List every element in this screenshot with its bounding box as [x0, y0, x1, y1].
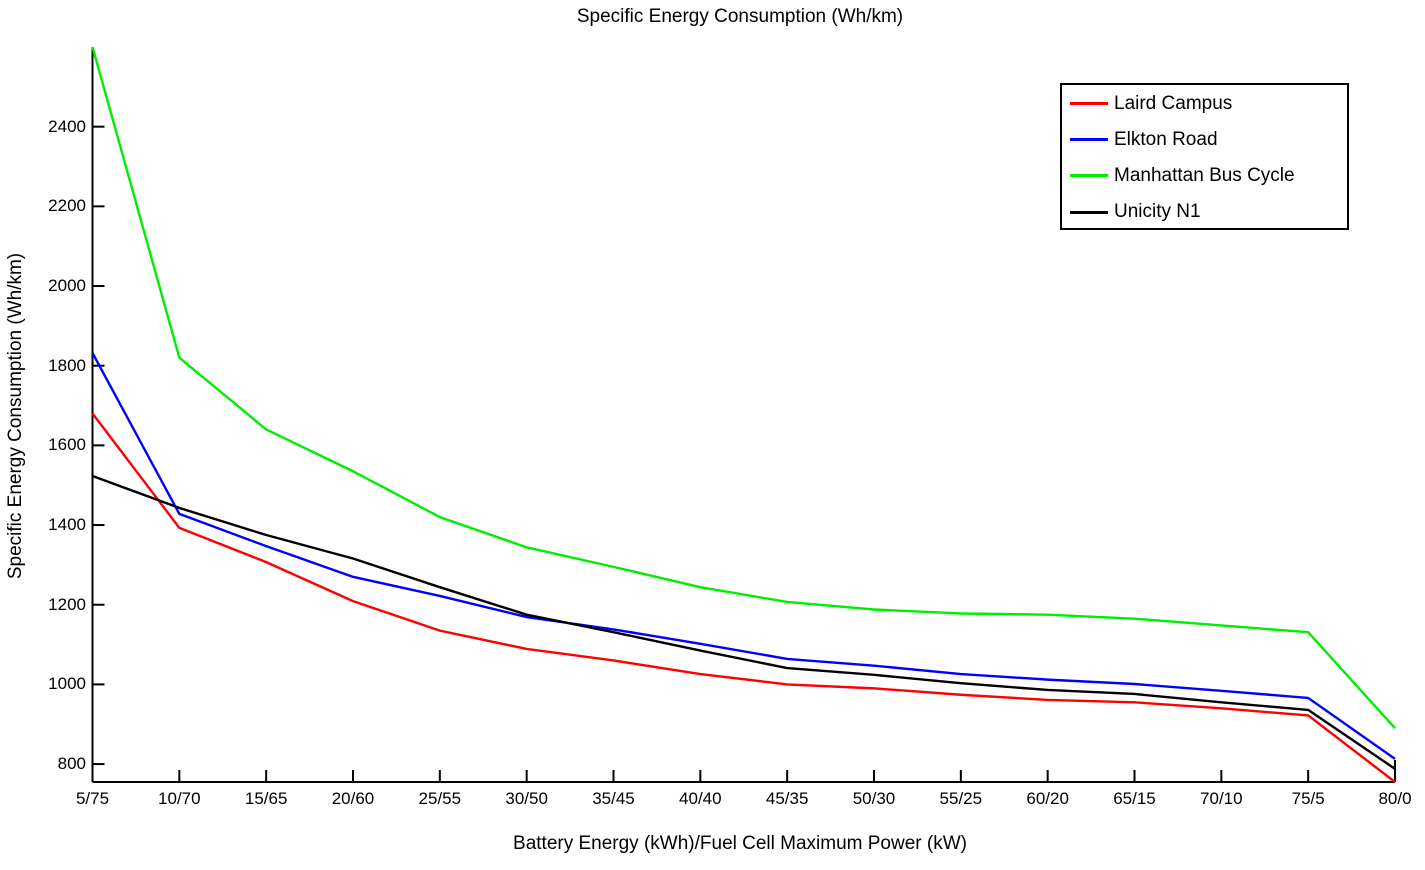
- y-tick-label: 1800: [48, 355, 86, 375]
- series-line-elkton-road: [91, 352, 1396, 760]
- series-line-manhattan-bus-cycle: [91, 46, 1396, 730]
- legend-line-sample: [1070, 102, 1108, 105]
- legend-item-label: Elkton Road: [1114, 128, 1218, 150]
- x-tick-label: 60/20: [1026, 789, 1069, 808]
- x-tick-label: 70/10: [1200, 789, 1243, 808]
- legend-item-label: Manhattan Bus Cycle: [1114, 164, 1295, 186]
- x-tick-label: 40/40: [679, 789, 722, 808]
- legend-item-label: Laird Campus: [1114, 92, 1233, 114]
- legend-item: Elkton Road: [1062, 121, 1347, 158]
- x-tick-label: 65/15: [1113, 789, 1156, 808]
- legend-item: Unicity N1: [1062, 194, 1347, 231]
- series-line-unicity-n1: [92, 474, 1396, 770]
- legend-item: Laird Campus: [1062, 85, 1347, 122]
- legend-line-sample: [1070, 138, 1108, 142]
- y-tick-label: 1200: [48, 594, 86, 614]
- x-tick-label: 25/55: [418, 789, 462, 808]
- legend-item-label: Unicity N1: [1114, 201, 1201, 223]
- x-tick-label: 75/5: [1291, 789, 1325, 808]
- x-tick-label: 80/0: [1378, 789, 1412, 808]
- legend-item: Manhattan Bus Cycle: [1062, 157, 1347, 194]
- x-tick-label: 15/65: [244, 789, 288, 808]
- series-line-laird-campus: [91, 412, 1396, 783]
- y-tick-label: 2400: [48, 116, 86, 136]
- y-tick-label: 1600: [48, 435, 86, 455]
- legend: Laird Campus Elkton Road Manhattan Bus Cyc…: [1060, 83, 1349, 230]
- y-tick-label: 2200: [48, 196, 86, 216]
- x-tick-label: 55/25: [939, 789, 983, 808]
- y-tick-label: 800: [57, 754, 86, 774]
- x-tick-label: 50/30: [852, 789, 896, 808]
- x-tick-label: 5/75: [75, 789, 110, 808]
- x-axis-label: Battery Energy (kWh)/Fuel Cell Maximum P…: [513, 833, 967, 854]
- x-tick-label: 30/50: [505, 789, 548, 808]
- legend-line-sample: [1070, 174, 1108, 178]
- x-tick-label: 20/60: [331, 789, 375, 808]
- y-tick-label: 2000: [48, 276, 86, 296]
- x-tick-label: 10/70: [158, 789, 201, 808]
- chart-title: Specific Energy Consumption (Wh/km): [576, 6, 904, 27]
- legend-line-sample: [1070, 210, 1108, 214]
- x-tick-label: 45/35: [765, 789, 809, 808]
- y-tick-label: 1400: [48, 515, 86, 535]
- x-tick-label: 35/45: [592, 789, 635, 808]
- y-tick-label: 1000: [48, 674, 86, 694]
